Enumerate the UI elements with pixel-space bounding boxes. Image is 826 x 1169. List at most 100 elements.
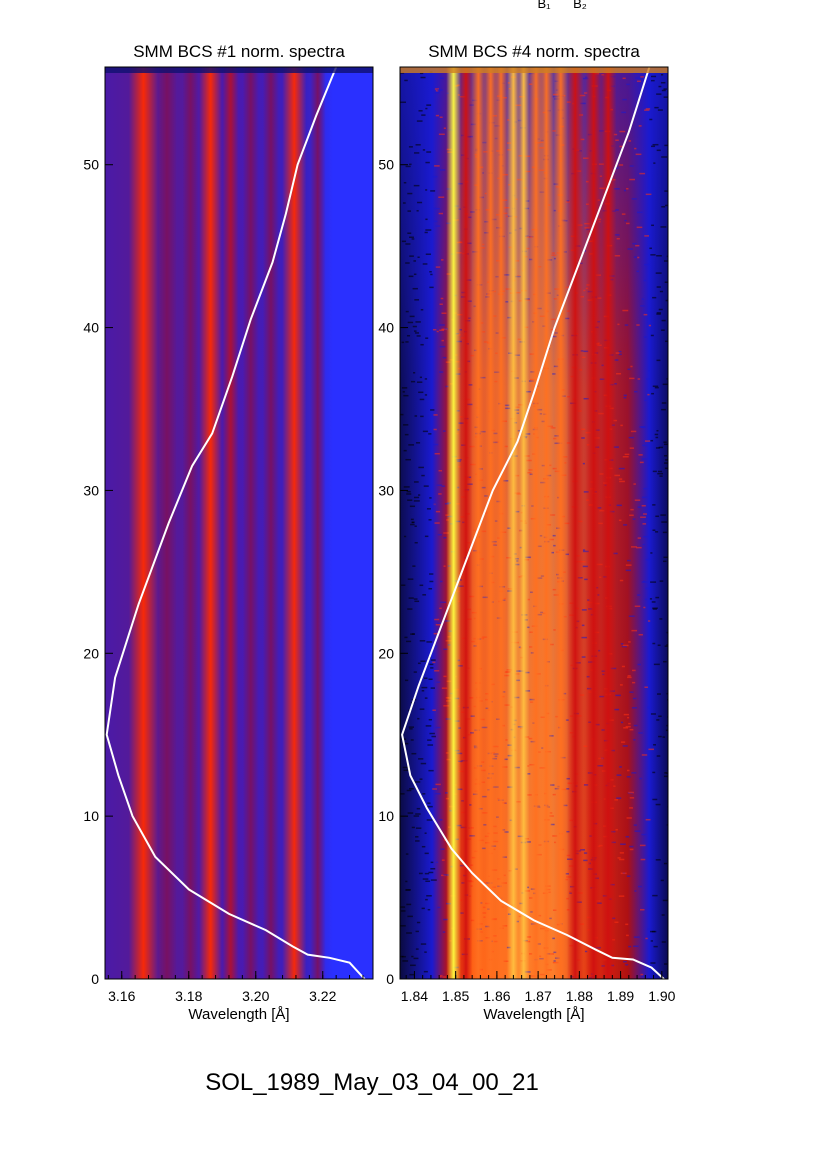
noise-dot bbox=[663, 88, 666, 90]
noise-dot bbox=[414, 152, 419, 154]
noise-dot bbox=[625, 924, 628, 926]
noise-dot bbox=[425, 337, 428, 339]
noise-dot bbox=[623, 456, 629, 458]
noise-dot bbox=[628, 946, 631, 948]
noise-dot bbox=[429, 271, 432, 273]
noise-dot bbox=[433, 329, 436, 331]
noise-dot bbox=[644, 400, 646, 402]
noise-dot bbox=[411, 739, 414, 741]
noise-dot bbox=[422, 793, 425, 795]
noise-dot bbox=[428, 588, 432, 590]
noise-dot bbox=[440, 78, 444, 80]
noise-dot bbox=[411, 519, 414, 521]
spectral-line bbox=[518, 67, 530, 979]
noise-dot bbox=[642, 497, 648, 499]
noise-dot bbox=[634, 824, 637, 826]
y-tick-label: 30 bbox=[378, 482, 394, 498]
noise-dot bbox=[425, 189, 427, 191]
noise-dot bbox=[425, 873, 429, 875]
noise-dot bbox=[637, 271, 639, 273]
noise-dot bbox=[417, 202, 422, 204]
noise-dot bbox=[432, 709, 436, 711]
noise-dot bbox=[404, 486, 410, 488]
noise-dot bbox=[433, 444, 438, 446]
noise-dot bbox=[408, 444, 414, 446]
noise-dot bbox=[426, 151, 431, 153]
noise-dot bbox=[415, 321, 420, 323]
spectral-line bbox=[539, 67, 554, 979]
noise-dot bbox=[438, 493, 441, 495]
noise-dot bbox=[428, 433, 431, 435]
noise-dot bbox=[401, 793, 405, 795]
noise-dot bbox=[662, 320, 666, 322]
noise-dot bbox=[621, 643, 623, 645]
noise-dot bbox=[415, 840, 420, 842]
noise-dot bbox=[417, 808, 420, 810]
spectral-line bbox=[199, 67, 222, 979]
noise-dot bbox=[628, 792, 634, 794]
noise-dot bbox=[408, 578, 414, 580]
noise-dot bbox=[421, 763, 426, 765]
noise-dot bbox=[427, 744, 433, 746]
noise-dot bbox=[629, 691, 633, 693]
noise-dot bbox=[405, 341, 408, 343]
noise-dot bbox=[644, 488, 648, 490]
noise-dot bbox=[431, 736, 435, 738]
noise-dot bbox=[666, 730, 669, 732]
noise-dot bbox=[440, 169, 445, 171]
noise-dot bbox=[657, 473, 663, 475]
noise-dot bbox=[640, 76, 644, 78]
x-tick-label: 1.90 bbox=[648, 988, 675, 1004]
noise-dot bbox=[649, 325, 651, 327]
noise-dot bbox=[630, 849, 634, 851]
y-tick-label: 20 bbox=[378, 645, 394, 661]
noise-dot bbox=[405, 680, 408, 682]
noise-dot bbox=[622, 99, 626, 101]
noise-dot bbox=[630, 797, 634, 799]
noise-dot bbox=[617, 238, 620, 240]
noise-dot bbox=[410, 524, 415, 526]
noise-dot bbox=[644, 686, 647, 688]
noise-dot bbox=[652, 504, 655, 506]
noise-dot bbox=[661, 880, 664, 882]
noise-dot bbox=[626, 188, 628, 190]
noise-dot bbox=[422, 846, 425, 848]
noise-dot bbox=[666, 772, 671, 774]
noise-dot bbox=[412, 827, 415, 829]
noise-dot bbox=[632, 243, 636, 245]
noise-dot bbox=[620, 580, 623, 582]
noise-dot bbox=[407, 790, 412, 792]
spectral-line bbox=[567, 67, 583, 979]
noise-dot bbox=[624, 190, 626, 192]
noise-dot bbox=[416, 144, 421, 146]
noise-dot bbox=[619, 859, 624, 861]
noise-dot bbox=[441, 259, 443, 261]
noise-dot bbox=[653, 386, 658, 388]
noise-dot bbox=[438, 534, 442, 536]
noise-dot bbox=[425, 899, 428, 901]
noise-dot bbox=[619, 131, 625, 133]
noise-dot bbox=[428, 770, 433, 772]
noise-dot bbox=[424, 951, 427, 953]
noise-dot bbox=[422, 594, 426, 596]
noise-dot bbox=[414, 500, 420, 502]
noise-dot bbox=[658, 736, 662, 738]
noise-dot bbox=[663, 532, 667, 534]
noise-dot bbox=[440, 975, 443, 977]
noise-dot bbox=[407, 608, 412, 610]
noise-dot bbox=[653, 471, 657, 473]
spectral-line bbox=[223, 67, 239, 979]
noise-dot bbox=[627, 248, 632, 250]
noise-dot bbox=[401, 910, 405, 912]
noise-dot bbox=[405, 434, 409, 436]
noise-dot bbox=[630, 447, 634, 449]
noise-dot bbox=[655, 516, 659, 518]
spectral-line bbox=[459, 67, 472, 979]
noise-dot bbox=[413, 288, 418, 290]
noise-dot bbox=[439, 608, 441, 610]
noise-dot bbox=[409, 597, 414, 599]
noise-dot bbox=[656, 437, 659, 439]
noise-dot bbox=[409, 726, 414, 728]
noise-dot bbox=[621, 722, 623, 724]
